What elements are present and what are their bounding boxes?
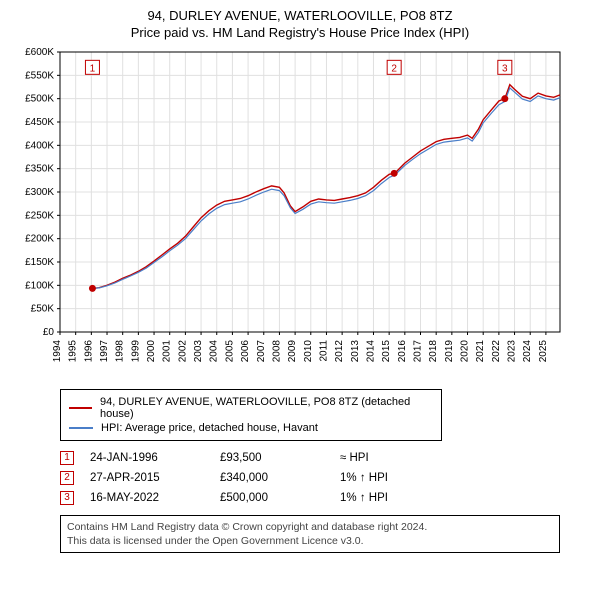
x-tick-label: 2022 (491, 340, 502, 363)
y-tick-label: £550K (25, 70, 54, 81)
x-tick-label: 2001 (162, 340, 173, 363)
chart-area: £0 £50K £100K £150K £200K £250K £300K £350K £400… (8, 46, 592, 381)
x-tick-label: 1997 (99, 340, 110, 363)
x-tick-label: 2021 (475, 340, 486, 363)
legend-box: 94, DURLEY AVENUE, WATERLOOVILLE, PO8 8T… (60, 389, 442, 441)
y-tick-label: £0 (43, 327, 55, 338)
legend-swatch (69, 427, 93, 429)
y-tick-label: £400K (25, 140, 54, 151)
x-tick-label: 2019 (444, 340, 455, 363)
sale-marker-1: 1 (60, 451, 74, 465)
chart-container: 94, DURLEY AVENUE, WATERLOOVILLE, PO8 8T… (0, 0, 600, 561)
x-tick-label: 2002 (177, 340, 188, 363)
sale-marker-num-3: 3 (502, 63, 508, 74)
sale-col-marker: 2 (60, 471, 90, 485)
title-subtitle: Price paid vs. HM Land Registry's House … (8, 25, 592, 40)
x-tick-label: 2015 (381, 340, 392, 363)
x-tick-label: 2024 (522, 340, 533, 363)
sale-col-marker: 3 (60, 491, 90, 505)
footer-attribution: Contains HM Land Registry data © Crown c… (60, 515, 560, 553)
sale-row: 1 24-JAN-1996£93,500≈ HPI (60, 451, 592, 465)
sale-marker-2: 2 (60, 471, 74, 485)
x-tick-label: 2008 (271, 340, 282, 363)
sale-date: 24-JAN-1996 (90, 452, 220, 464)
sale-row: 2 27-APR-2015£340,0001% ↑ HPI (60, 471, 592, 485)
sale-price: £340,000 (220, 472, 340, 484)
y-tick-label: £500K (25, 94, 54, 105)
line-chart-svg: £0 £50K £100K £150K £200K £250K £300K £350K £400… (8, 46, 568, 376)
x-tick-label: 1994 (52, 340, 63, 363)
x-tick-label: 2009 (287, 340, 298, 363)
x-tick-label: 2014 (365, 340, 376, 363)
sale-hpi: 1% ↑ HPI (340, 492, 460, 504)
x-tick-label: 2004 (209, 340, 220, 363)
legend-label: 94, DURLEY AVENUE, WATERLOOVILLE, PO8 8T… (100, 396, 433, 420)
legend-label: HPI: Average price, detached house, Hava… (101, 422, 318, 434)
y-tick-label: £200K (25, 234, 54, 245)
x-tick-label: 2023 (507, 340, 518, 363)
sales-table: 1 24-JAN-1996£93,500≈ HPI 2 27-APR-2015£340… (60, 451, 592, 505)
x-tick-label: 2007 (256, 340, 267, 363)
y-tick-label: £350K (25, 164, 54, 175)
x-tick-label: 2025 (538, 340, 549, 363)
sale-price: £93,500 (220, 452, 340, 464)
sale-point-3 (501, 95, 508, 102)
footer-line-2: This data is licensed under the Open Gov… (67, 534, 553, 548)
sale-date: 16-MAY-2022 (90, 492, 220, 504)
y-tick-label: £50K (31, 304, 55, 315)
x-tick-label: 2000 (146, 340, 157, 363)
y-tick-label: £250K (25, 210, 54, 221)
x-tick-label: 1995 (68, 340, 79, 363)
sale-date: 27-APR-2015 (90, 472, 220, 484)
x-tick-label: 1999 (130, 340, 141, 363)
sale-marker-num-1: 1 (90, 63, 96, 74)
x-tick-label: 2012 (334, 340, 345, 363)
x-tick-label: 2020 (460, 340, 471, 363)
y-tick-label: £300K (25, 187, 54, 198)
x-tick-label: 2016 (397, 340, 408, 363)
y-tick-label: £450K (25, 117, 54, 128)
sale-marker-num-2: 2 (391, 63, 397, 74)
sale-row: 3 16-MAY-2022£500,0001% ↑ HPI (60, 491, 592, 505)
x-tick-label: 2006 (240, 340, 251, 363)
y-tick-label: £600K (25, 47, 54, 58)
sale-col-marker: 1 (60, 451, 90, 465)
x-tick-label: 1998 (115, 340, 126, 363)
x-tick-label: 2005 (224, 340, 235, 363)
sale-hpi: 1% ↑ HPI (340, 472, 460, 484)
x-tick-label: 2010 (303, 340, 314, 363)
legend-swatch (69, 407, 92, 409)
x-tick-label: 1996 (83, 340, 94, 363)
sale-hpi: ≈ HPI (340, 452, 460, 464)
sale-price: £500,000 (220, 492, 340, 504)
x-tick-label: 2017 (413, 340, 424, 363)
x-tick-label: 2013 (350, 340, 361, 363)
sale-point-1 (89, 285, 96, 292)
y-tick-label: £150K (25, 257, 54, 268)
title-address: 94, DURLEY AVENUE, WATERLOOVILLE, PO8 8T… (8, 8, 592, 23)
x-tick-label: 2011 (318, 340, 329, 362)
legend-row: 94, DURLEY AVENUE, WATERLOOVILLE, PO8 8T… (69, 396, 433, 420)
legend-row: HPI: Average price, detached house, Hava… (69, 422, 433, 434)
sale-point-2 (391, 170, 398, 177)
x-tick-label: 2018 (428, 340, 439, 363)
sale-marker-3: 3 (60, 491, 74, 505)
y-tick-label: £100K (25, 280, 54, 291)
footer-line-1: Contains HM Land Registry data © Crown c… (67, 520, 553, 534)
x-tick-label: 2003 (193, 340, 204, 363)
